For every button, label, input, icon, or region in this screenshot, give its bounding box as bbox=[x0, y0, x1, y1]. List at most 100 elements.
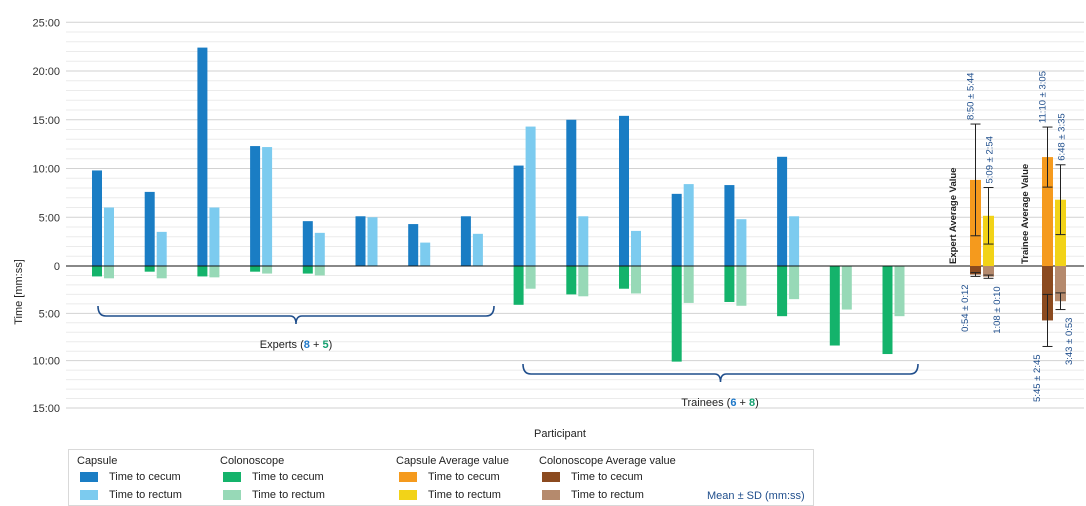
capsule-cecum-bar bbox=[566, 119, 577, 266]
colonoscope-rectum-bar bbox=[894, 266, 905, 317]
legend-item-label: Time to cecum bbox=[109, 471, 181, 483]
y-tick-label: 0 bbox=[54, 261, 60, 273]
colonoscope-cecum-bar bbox=[92, 266, 102, 277]
group-label: Trainees (6 + 8) bbox=[681, 397, 759, 409]
colonoscope-rectum-bar bbox=[841, 266, 852, 310]
capsule-rectum-bar bbox=[472, 233, 483, 266]
colonoscope-rectum-bar bbox=[631, 266, 641, 294]
colonoscope-rectum-bar bbox=[209, 266, 220, 278]
colonoscope-rectum-bar bbox=[789, 266, 800, 300]
legend-swatch bbox=[399, 472, 417, 482]
legend-item-label: Time to cecum bbox=[571, 471, 643, 483]
legend-item: Time to rectum bbox=[399, 489, 501, 501]
capsule-cecum-bar bbox=[408, 224, 419, 266]
legend-item: Time to cecum bbox=[80, 471, 181, 483]
group-label: Experts (8 + 5) bbox=[260, 339, 332, 351]
avg-capsule-cecum-sd-label: 8:50 ± 5:44 bbox=[966, 73, 977, 120]
avg-capsule-cecum-bar bbox=[1042, 157, 1053, 266]
y-axis-label: Time [mm:ss] bbox=[13, 259, 25, 325]
y-tick-label: 15:00 bbox=[32, 115, 60, 127]
legend-item-label: Time to rectum bbox=[428, 489, 501, 501]
legend-item: Time to cecum bbox=[399, 471, 500, 483]
colonoscope-cecum-bar bbox=[566, 266, 577, 295]
colonoscope-cecum-bar bbox=[144, 266, 155, 272]
capsule-rectum-bar bbox=[156, 231, 167, 266]
legend-item-label: Time to cecum bbox=[428, 471, 500, 483]
capsule-rectum-bar bbox=[420, 242, 431, 266]
avg-colonoscope-rectum-bar bbox=[1055, 266, 1066, 302]
capsule-cecum-bar bbox=[513, 165, 524, 266]
group-brackets: Experts (8 + 5) Trainees (6 + 8) bbox=[97, 305, 919, 409]
average-group-title: Trainee Average Value bbox=[1020, 164, 1031, 264]
legend-item: Time to rectum bbox=[80, 489, 182, 501]
legend-swatch bbox=[223, 472, 241, 482]
avg-colonoscope-cecum-sd-label: 0:54 ± 0:12 bbox=[960, 284, 971, 331]
legend-swatch bbox=[223, 490, 241, 500]
legend-group-title: Capsule bbox=[77, 455, 118, 467]
colonoscope-rectum-bar bbox=[578, 266, 589, 297]
colonoscope-cecum-bar bbox=[724, 266, 735, 302]
group-bracket bbox=[97, 305, 495, 325]
capsule-rectum-bar bbox=[209, 207, 220, 266]
colonoscope-cecum-bar bbox=[513, 266, 524, 305]
capsule-rectum-bar bbox=[631, 230, 641, 266]
colonoscope-cecum-bar bbox=[777, 266, 788, 317]
legend-swatch bbox=[80, 472, 98, 482]
capsule-rectum-bar bbox=[367, 217, 378, 266]
avg-colonoscope-cecum-bar bbox=[1042, 266, 1053, 321]
colonoscope-cecum-bar bbox=[882, 266, 893, 355]
y-tick-label: 5:00 bbox=[39, 308, 60, 320]
colonoscope-cecum-bar bbox=[619, 266, 629, 289]
y-tick-label: 10:00 bbox=[32, 356, 60, 368]
colonoscope-rectum-bar bbox=[262, 266, 273, 274]
legend-item-label: Time to rectum bbox=[252, 489, 325, 501]
colonoscope-rectum-bar bbox=[156, 266, 167, 279]
colonoscope-rectum-bar bbox=[683, 266, 694, 303]
colonoscope-rectum-bar bbox=[314, 266, 325, 276]
legend-group-title: Colonoscope Average value bbox=[539, 455, 676, 467]
y-tick-label: 10:00 bbox=[32, 164, 60, 176]
legend-item-label: Time to rectum bbox=[109, 489, 182, 501]
capsule-rectum-bar bbox=[789, 216, 800, 266]
legend-note: Mean ± SD (mm:ss) bbox=[707, 490, 805, 502]
capsule-cecum-bar bbox=[144, 191, 155, 266]
legend-item-label: Time to rectum bbox=[571, 489, 644, 501]
avg-capsule-rectum-sd-label: 6:48 ± 3:35 bbox=[1057, 113, 1068, 160]
avg-colonoscope-rectum-sd-label: 3:43 ± 0:53 bbox=[1064, 318, 1075, 365]
y-axis-ticks: 25:00 20:00 15:00 10:00 5:00 0 5:00 10:00 15:00 bbox=[32, 17, 60, 415]
y-tick-label: 5:00 bbox=[39, 212, 60, 224]
capsule-rectum-bar bbox=[525, 126, 536, 266]
avg-capsule-cecum-sd-label: 11:10 ± 3:05 bbox=[1038, 71, 1049, 123]
capsule-rectum-bar bbox=[262, 147, 273, 266]
capsule-rectum-bar bbox=[683, 184, 694, 266]
capsule-rectum-bar bbox=[736, 219, 747, 266]
colonoscope-cecum-bar bbox=[829, 266, 840, 346]
capsule-cecum-bar bbox=[92, 170, 102, 266]
legend-swatch bbox=[542, 472, 560, 482]
capsule-rectum-bar bbox=[578, 216, 589, 266]
legend-swatch bbox=[542, 490, 560, 500]
legend-swatch bbox=[80, 490, 98, 500]
y-tick-label: 25:00 bbox=[32, 17, 60, 29]
legend-group-title: Colonoscope bbox=[220, 455, 285, 467]
avg-colonoscope-cecum-bar bbox=[970, 266, 981, 275]
colonoscope-cecum-bar bbox=[671, 266, 682, 362]
capsule-rectum-bar bbox=[104, 207, 114, 266]
colonoscope-cecum-bar bbox=[302, 266, 313, 274]
legend: Capsule Time to cecum Time to rectum Colono… bbox=[68, 449, 814, 506]
capsule-rectum-bar bbox=[314, 232, 325, 266]
participant-bars bbox=[66, 47, 1084, 362]
legend-item: Time to cecum bbox=[223, 471, 324, 483]
capsule-cecum-bar bbox=[619, 115, 629, 266]
legend-item-label: Time to cecum bbox=[252, 471, 324, 483]
colonoscope-rectum-bar bbox=[525, 266, 536, 289]
avg-capsule-rectum-sd-label: 5:09 ± 2:54 bbox=[985, 136, 996, 183]
y-tick-label: 20:00 bbox=[32, 66, 60, 78]
average-bars: 8:50 ± 5:44 5:09 ± 2:54 0:54 ± 0:12 1:08 ± … bbox=[948, 71, 1075, 402]
capsule-cecum-bar bbox=[355, 216, 366, 266]
capsule-cecum-bar bbox=[777, 156, 788, 266]
avg-colonoscope-rectum-bar bbox=[983, 266, 994, 277]
legend-group-title: Capsule Average value bbox=[396, 455, 509, 467]
avg-colonoscope-rectum-sd-label: 1:08 ± 0:10 bbox=[992, 286, 1003, 333]
